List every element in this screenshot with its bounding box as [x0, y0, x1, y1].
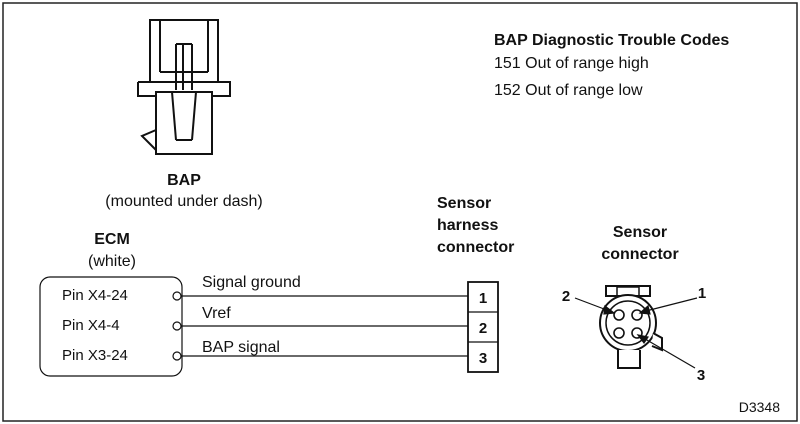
ecm-sublabel: (white) — [88, 253, 136, 270]
harness-connector-label-1: Sensor — [437, 195, 491, 212]
harness-connector-label-3: connector — [437, 239, 514, 256]
harness-connector-label-2: harness — [437, 217, 498, 234]
dtc-title: BAP Diagnostic Trouble Codes — [494, 32, 729, 49]
wire-label-bap-signal: BAP signal — [202, 339, 280, 356]
sensor-pin-leaders — [574, 297, 698, 369]
dtc-code-151: 151 Out of range high — [494, 55, 649, 72]
harness-pin-3: 3 — [479, 350, 487, 367]
harness-pin-2: 2 — [479, 320, 487, 337]
bap-label: BAP — [167, 172, 201, 189]
harness-connector-box — [467, 281, 499, 373]
ecm-terminal-2 — [172, 321, 182, 331]
bap-sublabel: (mounted under dash) — [105, 193, 262, 210]
ecm-terminal-3 — [172, 351, 182, 361]
sensor-pin-2-label: 2 — [562, 288, 570, 305]
ecm-pin-x4-24: Pin X4-24 — [62, 287, 128, 304]
dtc-code-152: 152 Out of range low — [494, 82, 643, 99]
figure-id: D3348 — [739, 399, 780, 415]
sensor-pin-1-label: 1 — [698, 285, 706, 302]
bap-sensor-icon — [137, 19, 231, 155]
sensor-connector-icon — [599, 285, 663, 369]
sensor-connector-label-2: connector — [601, 246, 678, 263]
ecm-pin-x4-4: Pin X4-4 — [62, 317, 120, 334]
sensor-connector-label-1: Sensor — [613, 224, 667, 241]
sensor-pin-3-label: 3 — [697, 367, 705, 384]
ecm-label: ECM — [94, 231, 130, 248]
ecm-terminal-1 — [172, 291, 182, 301]
wire-label-vref: Vref — [202, 305, 231, 322]
ecm-pin-x3-24: Pin X3-24 — [62, 347, 128, 364]
harness-pin-1: 1 — [479, 290, 487, 307]
wire-label-signal-ground: Signal ground — [202, 274, 301, 291]
